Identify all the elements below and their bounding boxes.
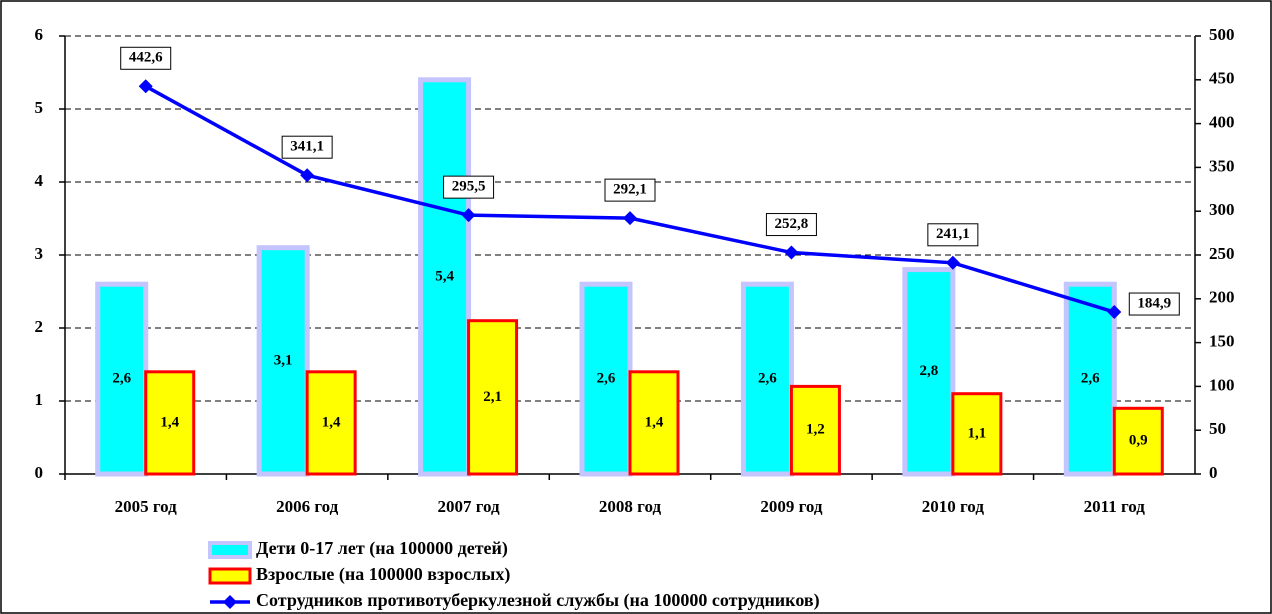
y2-tick-label: 0 (1209, 463, 1218, 482)
line-label-box (604, 178, 656, 202)
x-tick-label: 2007 год (437, 497, 500, 516)
bar (144, 370, 196, 476)
y2-tick-label: 200 (1209, 288, 1235, 307)
line-value-label: 241,1 (936, 226, 970, 242)
line-value-label: 442,6 (129, 50, 163, 66)
x-tick-label: 2009 год (760, 497, 823, 516)
y2-tick-label: 400 (1209, 113, 1235, 132)
legend-label: Сотрудников противотуберкулезной службы … (256, 590, 820, 611)
line-label-box (927, 223, 979, 247)
bar (902, 267, 956, 477)
bar (628, 370, 680, 476)
y-tick-label: 6 (35, 25, 44, 44)
x-tick-label: 2006 год (276, 497, 339, 516)
bar (1063, 281, 1117, 477)
legend-swatch (208, 541, 252, 559)
y-tick-label: 3 (35, 244, 44, 263)
bar-value-label: 1,1 (967, 425, 986, 441)
bar-value-label: 0,9 (1129, 433, 1148, 449)
bar (305, 370, 357, 476)
y2-tick-label: 450 (1209, 69, 1235, 88)
y-tick-label: 1 (35, 390, 44, 409)
bar-value-label: 5,4 (435, 268, 454, 284)
x-tick-label: 2005 год (115, 497, 178, 516)
bar (789, 384, 841, 476)
bar-value-label: 1,4 (160, 414, 179, 430)
line-label-box (281, 135, 333, 159)
x-tick-label: 2008 год (599, 497, 662, 516)
bar (579, 281, 633, 477)
y2-tick-label: 150 (1209, 332, 1235, 351)
line-marker (623, 211, 637, 226)
y-tick-label: 0 (35, 463, 44, 482)
y-tick-label: 5 (35, 98, 44, 117)
legend-swatch (208, 567, 252, 585)
line-label-box (120, 46, 172, 70)
bar-value-label: 2,8 (919, 363, 938, 379)
legend-label: Дети 0-17 лет (на 100000 детей) (256, 538, 508, 559)
bar (467, 319, 519, 476)
bar (256, 245, 310, 477)
y2-tick-label: 100 (1209, 375, 1235, 394)
line-marker (945, 255, 960, 270)
line-value-label: 295,5 (452, 179, 486, 195)
legend-label: Взрослые (на 100000 взрослых) (256, 564, 510, 585)
bar-value-label: 2,6 (1081, 371, 1100, 387)
y-tick-label: 2 (35, 317, 44, 336)
y2-tick-label: 50 (1209, 419, 1226, 438)
bar-value-label: 1,2 (806, 422, 825, 438)
bar-value-label: 1,4 (322, 414, 341, 430)
line-value-label: 252,8 (775, 216, 809, 232)
line-value-label: 184,9 (1137, 295, 1171, 311)
line-marker (784, 245, 799, 260)
x-tick-label: 2010 год (922, 497, 985, 516)
line-marker (461, 208, 476, 223)
line-label-box (1128, 292, 1180, 316)
y2-tick-label: 300 (1209, 200, 1235, 219)
y2-tick-label: 350 (1209, 156, 1235, 175)
y2-tick-label: 250 (1209, 244, 1235, 263)
line-label-box (765, 213, 817, 237)
bar-value-label: 2,6 (597, 371, 616, 387)
bar-value-label: 2,6 (112, 371, 131, 387)
bar-value-label: 1,4 (645, 414, 664, 430)
bar (1112, 406, 1164, 476)
y-tick-label: 4 (35, 171, 44, 190)
line-value-label: 341,1 (290, 139, 324, 155)
line-label-box (443, 175, 495, 199)
x-tick-label: 2011 год (1084, 497, 1146, 516)
bar-value-label: 3,1 (274, 352, 293, 368)
line-value-label: 292,1 (613, 182, 647, 198)
line-marker (1107, 305, 1122, 320)
bar-value-label: 2,1 (483, 389, 502, 405)
line-marker (138, 79, 153, 94)
legend-marker (223, 595, 237, 609)
bar (418, 77, 472, 477)
bar (740, 281, 794, 477)
bar (951, 392, 1003, 476)
bar (95, 281, 149, 477)
line-marker (300, 168, 315, 183)
bar-value-label: 2,6 (758, 371, 777, 387)
y2-tick-label: 500 (1209, 25, 1235, 44)
